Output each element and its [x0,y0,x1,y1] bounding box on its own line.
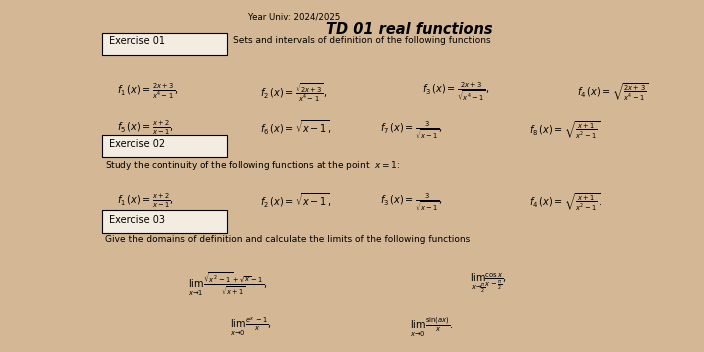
Text: Exercise 02: Exercise 02 [109,139,165,149]
Text: $f_7\,(x)=\frac{3}{\sqrt{x-1}},$: $f_7\,(x)=\frac{3}{\sqrt{x-1}},$ [380,119,443,141]
Text: $f_1\,(x)=\frac{x+2}{x-1},$: $f_1\,(x)=\frac{x+2}{x-1},$ [117,191,174,210]
Text: Give the domains of definition and calculate the limits of the following functio: Give the domains of definition and calcu… [104,235,470,244]
Text: $f_5\,(x)=\frac{x+2}{x-1},$: $f_5\,(x)=\frac{x+2}{x-1},$ [117,119,174,137]
Text: Exercise 03: Exercise 03 [109,215,165,225]
Text: $f_8\,(x)=\sqrt{\frac{x+1}{x^2-1}}$: $f_8\,(x)=\sqrt{\frac{x+1}{x^2-1}}$ [529,119,601,140]
Text: $f_3\,(x)=\frac{2x+3}{\sqrt{x^4-1}},$: $f_3\,(x)=\frac{2x+3}{\sqrt{x^4-1}},$ [422,81,489,104]
Text: $f_2\,(x)=\frac{\sqrt{2x+3}}{x^4-1},$: $f_2\,(x)=\frac{\sqrt{2x+3}}{x^4-1},$ [260,81,327,104]
Text: Year Univ: 2024/2025: Year Univ: 2024/2025 [249,12,341,21]
Text: Sets and intervals of definition of the following functions: Sets and intervals of definition of the … [233,36,491,45]
Text: $\lim_{x\to 0}\frac{e^x-1}{x},$: $\lim_{x\to 0}\frac{e^x-1}{x},$ [230,316,272,338]
Text: $f_4\,(x)=\sqrt{\frac{2x+3}{x^4-1}}$: $f_4\,(x)=\sqrt{\frac{2x+3}{x^4-1}}$ [577,81,649,102]
Text: $f_2\,(x)=\sqrt{x-1},$: $f_2\,(x)=\sqrt{x-1},$ [260,191,332,210]
Text: Exercise 01: Exercise 01 [109,36,165,46]
Text: TD 01 real functions: TD 01 real functions [327,23,493,38]
Text: $f_3\,(x)=\frac{3}{\sqrt{x-1}},$: $f_3\,(x)=\frac{3}{\sqrt{x-1}},$ [380,191,443,213]
Text: $f_4\,(x)=\sqrt{\frac{x+1}{x^2-1}}.$: $f_4\,(x)=\sqrt{\frac{x+1}{x^2-1}}.$ [529,191,603,212]
Text: $f_6\,(x)=\sqrt{x-1},$: $f_6\,(x)=\sqrt{x-1},$ [260,119,332,137]
Text: $\lim_{x\to\frac{\pi}{2}}\frac{\cos x}{x-\frac{\pi}{2}},$: $\lim_{x\to\frac{\pi}{2}}\frac{\cos x}{x… [470,271,506,295]
FancyBboxPatch shape [101,210,227,233]
FancyBboxPatch shape [101,134,227,157]
Text: $\lim_{x\to 1}\frac{\sqrt{x^2-1}+\sqrt{x}-1}{\sqrt{x+1}},$: $\lim_{x\to 1}\frac{\sqrt{x^2-1}+\sqrt{x… [189,271,268,298]
Text: $\lim_{x\to 0}\frac{\sin(ax)}{x}.$: $\lim_{x\to 0}\frac{\sin(ax)}{x}.$ [410,316,453,339]
Text: $f_1\,(x)=\frac{2x+3}{x^4-1},$: $f_1\,(x)=\frac{2x+3}{x^4-1},$ [117,81,178,101]
FancyBboxPatch shape [101,33,227,55]
Text: Study the continuity of the following functions at the point  $x=1$:: Study the continuity of the following fu… [104,159,400,172]
